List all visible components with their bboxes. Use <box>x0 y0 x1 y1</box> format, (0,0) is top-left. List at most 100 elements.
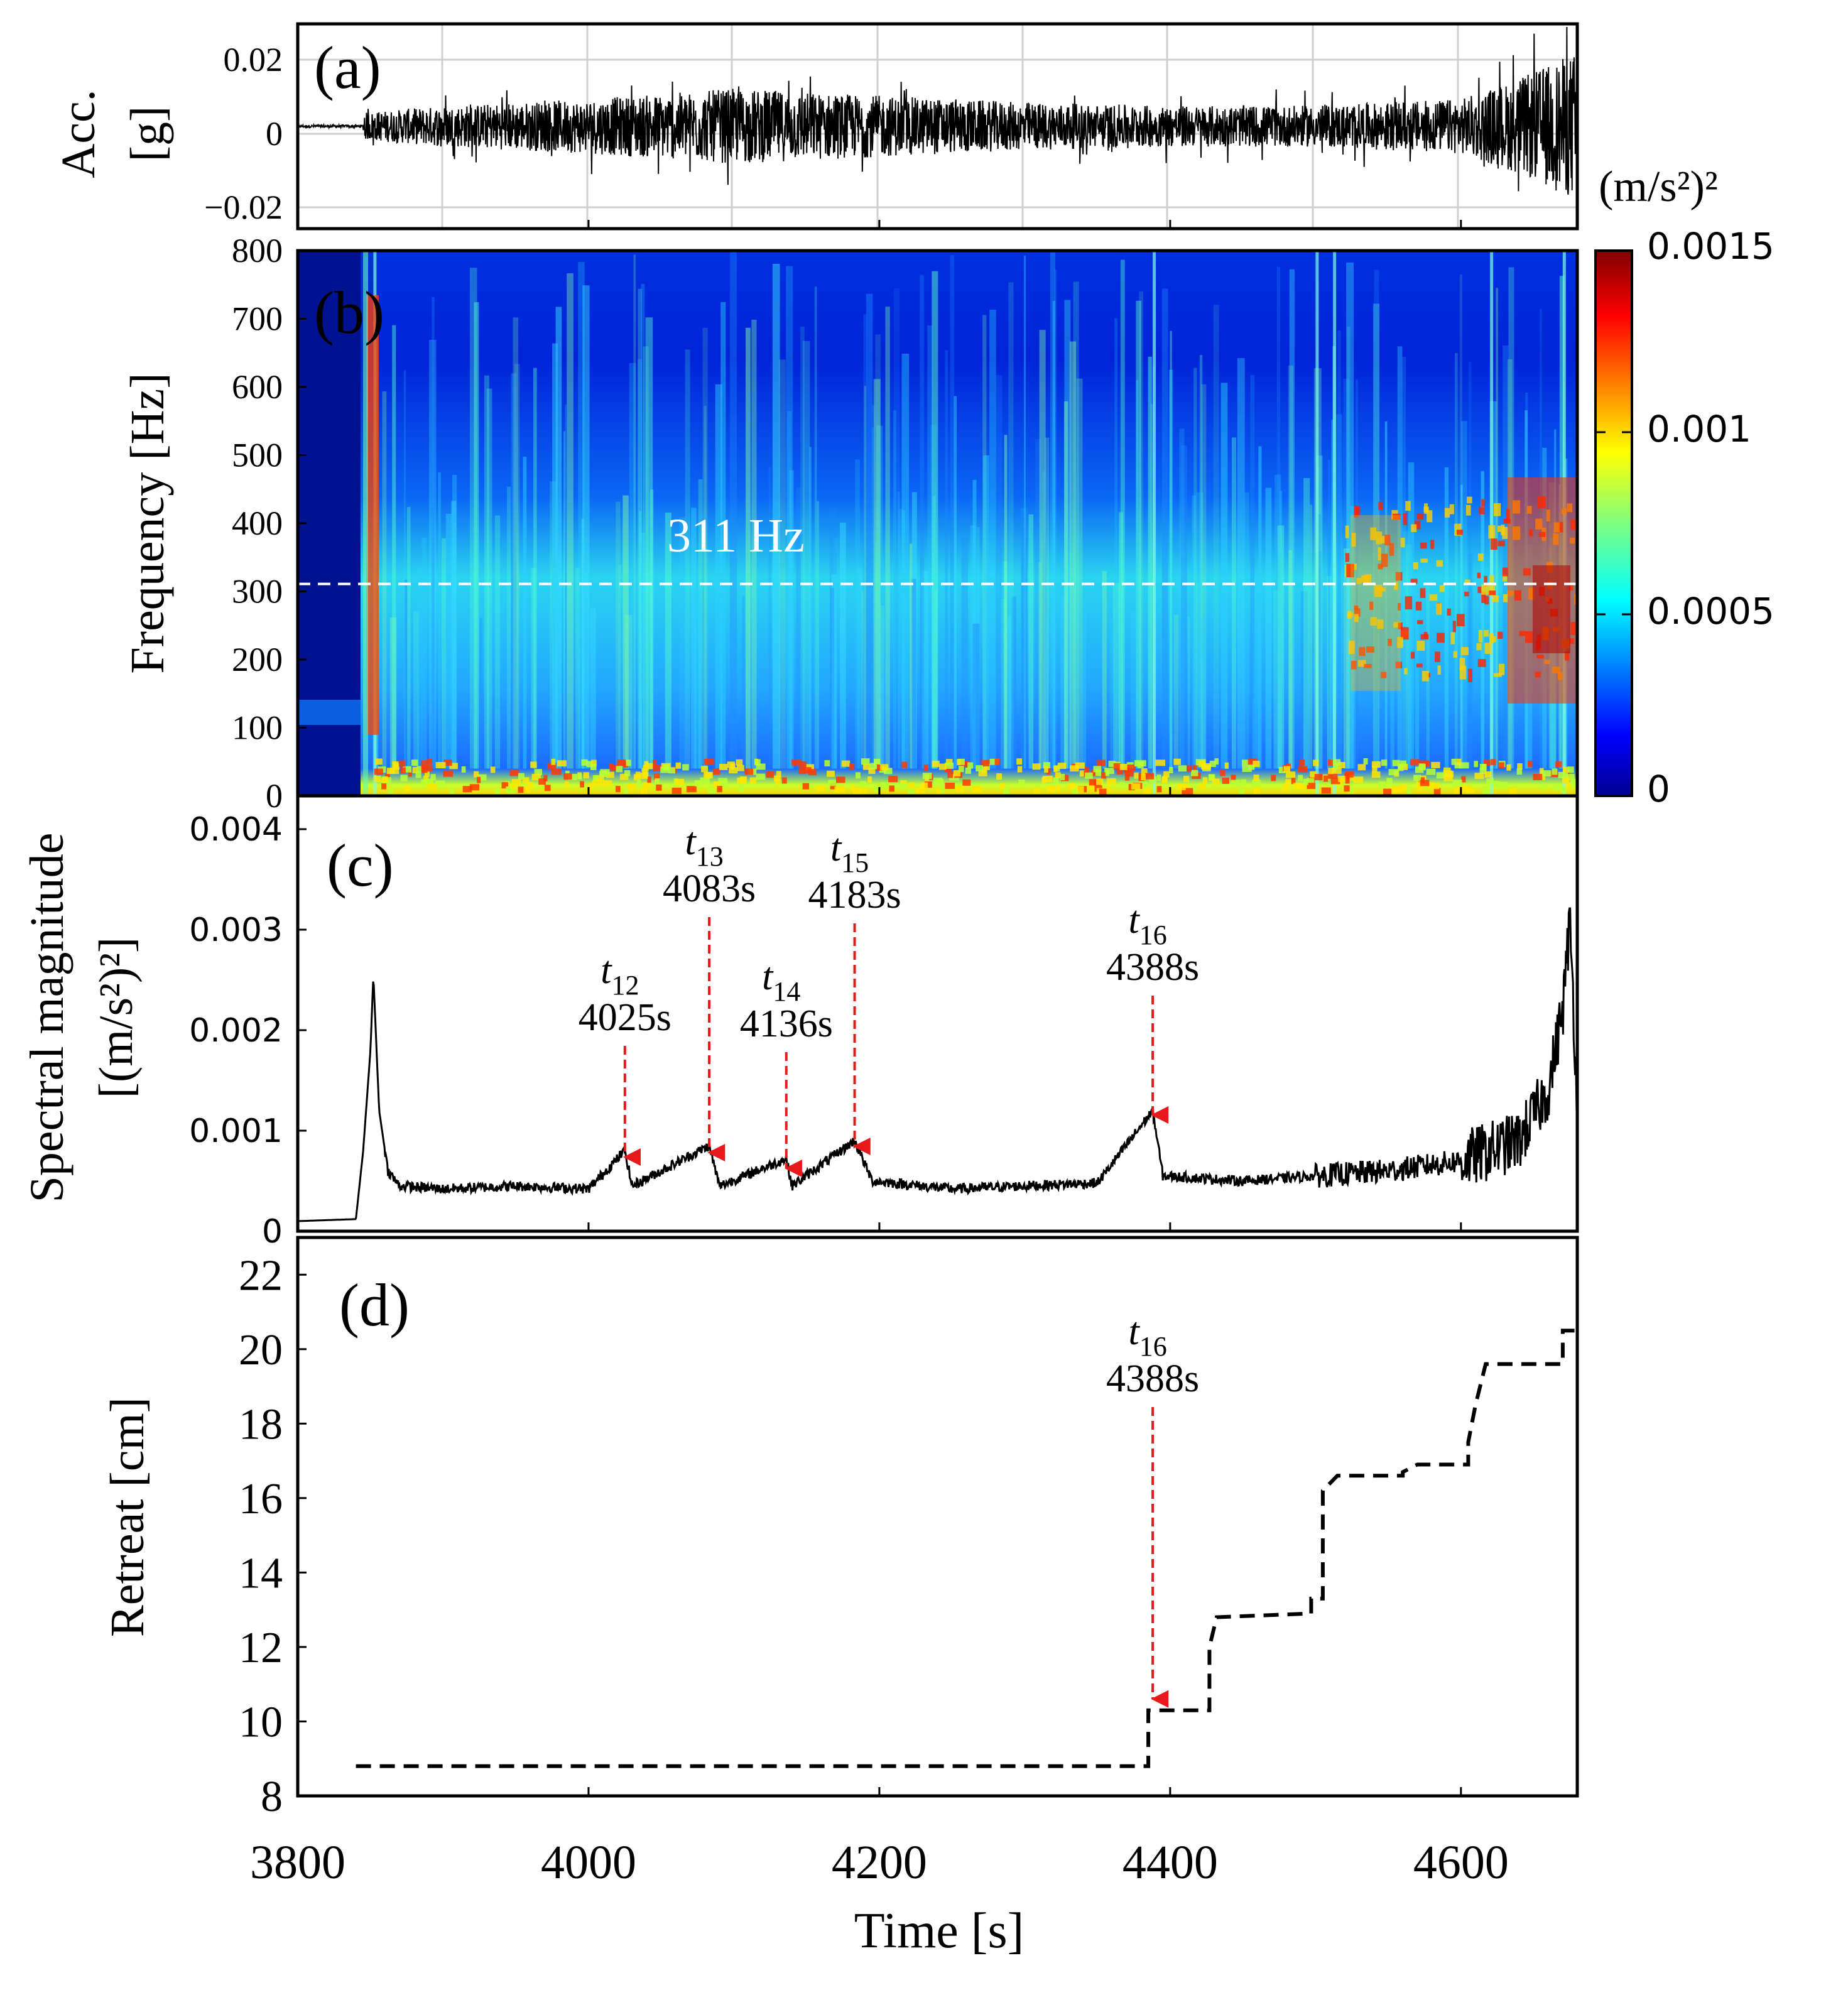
spectrogram-streak <box>1161 288 1168 769</box>
spectrogram-streak <box>778 359 786 769</box>
spectrogram-lowfreq-cell <box>744 768 754 775</box>
spectrogram-lowfreq-cell <box>1461 776 1466 783</box>
spectrogram-lowfreq-cell <box>388 788 393 795</box>
spectrogram-lowfreq-cell <box>828 780 837 786</box>
spectrogram-high-cell <box>1416 513 1424 519</box>
spectrogram-lowfreq-cell <box>449 788 454 795</box>
spectrogram-lowfreq-cell <box>1077 786 1084 793</box>
spectrogram-streak <box>1069 341 1077 769</box>
panel-c-frame <box>296 794 1579 1233</box>
spectrogram-high-cell <box>1395 661 1403 669</box>
spectrogram-streak <box>840 523 846 769</box>
spectrogram-lowfreq-cell <box>469 784 480 791</box>
spectrogram-lowfreq-cell <box>1486 778 1494 785</box>
spectrogram-streak <box>616 501 621 769</box>
spectrogram-lowfreq-cell <box>1271 775 1276 781</box>
spectrogram-lowfreq-cell <box>1323 775 1329 782</box>
spectrogram-high-cell <box>1411 524 1417 533</box>
spectrogram-lowfreq-cell <box>1306 783 1316 790</box>
spectrogram-streak <box>796 487 802 769</box>
spectrogram-streak <box>1073 281 1079 769</box>
spectrogram-streak <box>1401 356 1406 769</box>
spectrogram-streak <box>1275 474 1281 769</box>
panel-b-label: (b) <box>314 279 384 346</box>
spectrogram-high-cell <box>1356 506 1360 516</box>
spectrogram-streak <box>1021 508 1028 769</box>
spectrogram-streak <box>1444 467 1449 769</box>
spectrogram-lowfreq-cell <box>838 786 845 793</box>
spectrogram-lowfreq-cell <box>557 760 567 767</box>
spectrogram-lowfreq-cell <box>967 762 974 769</box>
spectrogram-lowfreq-cell <box>841 760 851 767</box>
spectrogram-lowfreq-cell <box>851 784 856 791</box>
spectrogram-streak <box>625 614 633 769</box>
spectrogram-high-cell <box>1452 621 1456 633</box>
spectrogram-lowfreq-cell <box>1479 768 1487 775</box>
spectrogram-streak <box>927 325 933 769</box>
spectrogram-lowfreq-cell <box>1156 786 1162 793</box>
spectrogram-lowfreq-cell <box>1105 769 1109 776</box>
spectrogram-lowfreq-cell <box>474 771 479 778</box>
spectrogram-high-cell <box>1410 579 1418 584</box>
spectrogram-lowfreq-cell <box>908 788 915 795</box>
spectrogram-streak <box>1076 378 1083 769</box>
spectrogram-streak <box>1045 437 1050 769</box>
spectrogram-lowfreq-cell <box>1540 783 1546 790</box>
spectrogram-high-cell <box>1449 504 1454 514</box>
spectrogram-lowfreq-cell <box>799 761 807 768</box>
spectrogram-streak <box>567 273 573 769</box>
spectrogram-late-warm <box>1351 515 1401 691</box>
spectrogram-streak <box>954 396 957 769</box>
spectrogram-streak <box>950 254 955 769</box>
spectrogram-lowfreq-cell <box>580 781 584 788</box>
spectrogram-streak <box>1119 512 1124 769</box>
spectrogram-lowfreq-cell <box>653 759 657 766</box>
spectrogram-streak <box>1136 300 1142 769</box>
spectrogram-streak <box>421 537 427 769</box>
spectrogram-lowfreq-cell <box>626 783 636 790</box>
spectrogram-high-cell <box>1435 651 1440 662</box>
spectrogram-lowfreq-cell <box>1079 770 1087 777</box>
spectrogram-lowfreq-cell <box>1570 778 1576 785</box>
spectrogram-lowfreq-cell <box>611 764 619 771</box>
spectrogram-lowfreq-cell <box>1053 777 1059 784</box>
spectrogram-lowfreq-cell <box>1060 774 1065 781</box>
spectral-magnitude-line <box>298 907 1577 1222</box>
spectrogram-lowfreq-cell <box>494 788 500 795</box>
spectrogram-lowfreq-cell <box>960 761 970 768</box>
spectrogram-streak <box>751 319 757 769</box>
spectrogram-streak <box>932 271 938 769</box>
spectrogram-lowfreq-cell <box>538 778 546 785</box>
spectrogram-streak <box>702 512 705 769</box>
spectrogram-lowfreq-cell <box>712 768 720 775</box>
spectrogram-lowfreq-cell <box>588 783 594 790</box>
spectrogram-streak <box>1346 262 1354 769</box>
spectrogram-high-cell <box>1497 540 1505 546</box>
spectrogram-lowfreq-cell <box>922 773 932 780</box>
spectrogram-lowfreq-cell <box>932 760 940 767</box>
spectrogram-streak <box>618 564 622 769</box>
spectrogram-streak <box>1201 617 1206 769</box>
annotation-time-value: 4183s <box>808 874 901 916</box>
spectrogram-lowfreq-cell <box>616 766 623 773</box>
spectrogram-lowfreq-cell <box>1433 788 1441 795</box>
spectrogram-lowfreq-cell <box>776 771 781 778</box>
spectrogram-streak <box>1199 355 1203 769</box>
spectrogram-streak <box>685 349 690 769</box>
spectrogram-lowfreq-cell <box>581 759 588 766</box>
spectrogram-lowfreq-cell <box>1124 770 1134 777</box>
spectrogram-high-cell <box>1436 603 1442 615</box>
spectrogram-lowfreq-cell <box>1499 781 1508 788</box>
spectrogram-lowfreq-cell <box>938 763 947 770</box>
spectrogram-lowfreq-cell <box>1454 787 1464 794</box>
spectrogram-lowfreq-cell <box>1565 782 1571 789</box>
panel-b-ytick: 100 <box>232 709 283 747</box>
spectrogram-lowfreq-cell <box>976 765 984 772</box>
x-axis-tick-label: 4000 <box>541 1836 636 1889</box>
spectrogram-streak <box>1064 300 1071 769</box>
spectrogram-lowfreq-cell <box>527 781 534 788</box>
spectrogram-streak <box>989 310 996 769</box>
spectrogram-streak <box>1039 330 1046 769</box>
spectrogram-high-cell <box>1384 535 1391 546</box>
